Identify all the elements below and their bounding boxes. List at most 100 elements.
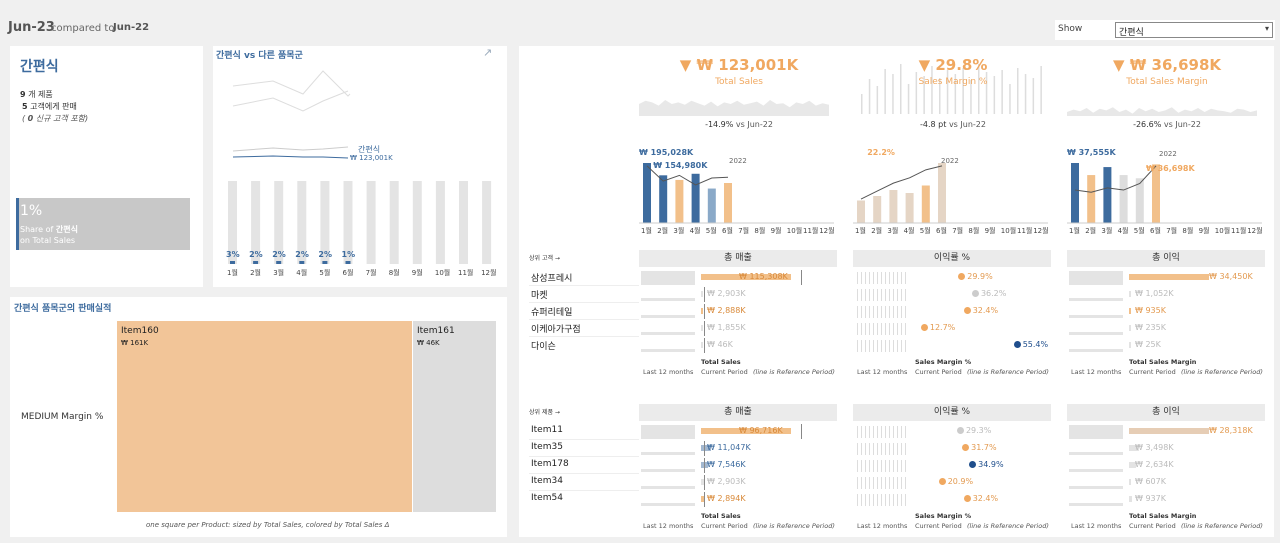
margin-pct-value: 29.3% bbox=[965, 426, 992, 435]
kpi-month-label: 4월 bbox=[903, 227, 915, 235]
sales-bar[interactable] bbox=[701, 496, 704, 502]
row-sparkline bbox=[641, 425, 695, 439]
row-sparkline bbox=[1069, 298, 1123, 301]
row-name[interactable]: 삼성프레시 bbox=[531, 274, 573, 284]
kpi-block: 1월 2월 3월 4월 5월 6월 7월 8월 9월 10월 11월 12월 ▼ 29.8% Sales … bbox=[853, 46, 1053, 246]
margin-pct-dot[interactable] bbox=[920, 324, 928, 331]
sales-bar[interactable] bbox=[701, 342, 703, 348]
row-name[interactable]: Item178 bbox=[531, 459, 569, 469]
sales-bar[interactable] bbox=[701, 479, 704, 485]
kpi-month-label: 7월 bbox=[952, 227, 964, 235]
row-sparkline bbox=[1069, 271, 1123, 285]
margin-bar[interactable] bbox=[1129, 462, 1137, 468]
trend-icon[interactable]: ↗ bbox=[483, 46, 493, 59]
kpi-bar[interactable] bbox=[707, 188, 716, 223]
kpi-spark-bar bbox=[1017, 68, 1019, 114]
row-name[interactable]: Item34 bbox=[531, 476, 563, 486]
kpi-bar-label: 22.2% bbox=[867, 148, 895, 157]
footer-current: Current Period bbox=[701, 368, 748, 376]
column-header[interactable]: 이익률 % bbox=[853, 250, 1051, 267]
column-header[interactable]: 이익률 % bbox=[853, 404, 1051, 421]
kpi-bar[interactable] bbox=[873, 196, 882, 223]
margin-pct-dot[interactable] bbox=[971, 290, 979, 297]
kpi-month-label: 8월 bbox=[968, 227, 980, 235]
reference-line bbox=[704, 338, 705, 353]
margin-bar[interactable] bbox=[1129, 428, 1209, 434]
reference-line bbox=[801, 270, 802, 285]
kpi-bar[interactable] bbox=[1152, 164, 1160, 223]
kpi-bar[interactable] bbox=[691, 173, 700, 223]
row-name[interactable]: Item11 bbox=[531, 425, 563, 435]
kpi-bar[interactable] bbox=[643, 163, 651, 223]
kpi-spark-bar bbox=[978, 64, 980, 114]
margin-bar[interactable] bbox=[1129, 308, 1132, 314]
margin-bar[interactable] bbox=[1129, 342, 1131, 348]
margin-bar[interactable] bbox=[1129, 274, 1209, 280]
row-name[interactable]: 다이슨 bbox=[531, 342, 556, 352]
kpi-bar[interactable] bbox=[938, 163, 946, 223]
kpi-bar[interactable] bbox=[724, 183, 732, 223]
section-label[interactable]: 상위 제품 → bbox=[529, 409, 560, 416]
kpi-delta: -26.6% vs Jun-22 bbox=[1133, 120, 1201, 129]
margin-value: ₩ 34,450K bbox=[1209, 272, 1253, 281]
treemap-tile[interactable]: Item160 ₩ 161K bbox=[117, 321, 412, 512]
kpi-bar[interactable] bbox=[659, 175, 668, 223]
row-name[interactable]: Item35 bbox=[531, 442, 563, 452]
kpi-bar[interactable] bbox=[921, 185, 930, 224]
margin-bar[interactable] bbox=[1129, 479, 1131, 485]
row-sparkline bbox=[1069, 469, 1123, 472]
column-header[interactable]: 총 매출 bbox=[639, 404, 837, 421]
row-sparkline bbox=[641, 452, 695, 455]
chevron-down-icon[interactable]: ▾ bbox=[1264, 24, 1269, 33]
sales-bar[interactable] bbox=[701, 291, 704, 297]
margin-pct-dot[interactable] bbox=[969, 461, 977, 468]
column-header[interactable]: 총 이익 bbox=[1067, 404, 1265, 421]
row-sparkline bbox=[857, 494, 909, 506]
margin-bar[interactable] bbox=[1129, 445, 1139, 451]
row-name[interactable]: Item54 bbox=[531, 493, 563, 503]
margin-pct-dot[interactable] bbox=[958, 273, 966, 280]
kpi-month-label: 3월 bbox=[673, 227, 685, 235]
kpi-bar[interactable] bbox=[1119, 175, 1128, 223]
kpi-bar[interactable] bbox=[675, 179, 684, 223]
kpi-bar[interactable] bbox=[905, 193, 914, 223]
section-label[interactable]: 상위 고객 → bbox=[529, 255, 560, 262]
margin-value: ₩ 25K bbox=[1135, 340, 1161, 349]
row-name[interactable]: 마켓 bbox=[531, 291, 548, 301]
reference-line bbox=[801, 424, 802, 439]
margin-pct-dot[interactable] bbox=[938, 478, 946, 485]
kpi-bar[interactable] bbox=[1087, 175, 1096, 223]
kpi-bar[interactable] bbox=[1103, 167, 1112, 223]
kpi-month-label: 5월 bbox=[1133, 227, 1145, 235]
kpi-bar[interactable] bbox=[857, 200, 865, 224]
margin-pct-dot[interactable] bbox=[962, 444, 970, 451]
margin-pct-dot[interactable] bbox=[956, 427, 964, 434]
sales-bar[interactable] bbox=[701, 445, 712, 451]
sales-bar[interactable] bbox=[701, 428, 791, 434]
sales-bar[interactable] bbox=[701, 325, 703, 331]
sales-bar[interactable] bbox=[701, 274, 791, 280]
kpi-bar[interactable] bbox=[889, 190, 898, 223]
trend-chart bbox=[228, 70, 492, 264]
margin-bar[interactable] bbox=[1129, 291, 1132, 297]
show-dropdown[interactable]: 간편식 ▾ bbox=[1115, 22, 1273, 38]
row-sparkline bbox=[857, 289, 909, 301]
column-header[interactable]: 총 매출 bbox=[639, 250, 837, 267]
kpi-bar[interactable] bbox=[1071, 163, 1079, 223]
column-header[interactable]: 총 이익 bbox=[1067, 250, 1265, 267]
margin-pct-dot[interactable] bbox=[963, 495, 971, 502]
trend-bar bbox=[320, 181, 330, 264]
products-count: 9 개 제품 bbox=[20, 90, 53, 99]
kpi-bar[interactable] bbox=[1135, 178, 1144, 223]
margin-pct-dot[interactable] bbox=[963, 307, 971, 314]
row-name[interactable]: 이케아가구점 bbox=[531, 325, 581, 335]
margin-pct-dot[interactable] bbox=[1013, 341, 1021, 348]
row-name[interactable]: 슈퍼리테일 bbox=[531, 308, 573, 318]
margin-bar[interactable] bbox=[1129, 325, 1131, 331]
show-filter: Show 간편식 ▾ bbox=[1055, 20, 1275, 40]
treemap-tile[interactable]: Item161 ₩ 46K bbox=[413, 321, 496, 512]
margin-bar[interactable] bbox=[1129, 496, 1132, 502]
margin-value: ₩ 937K bbox=[1135, 494, 1166, 503]
kpi-spark-bar bbox=[993, 76, 996, 114]
sales-bar[interactable] bbox=[701, 308, 704, 314]
